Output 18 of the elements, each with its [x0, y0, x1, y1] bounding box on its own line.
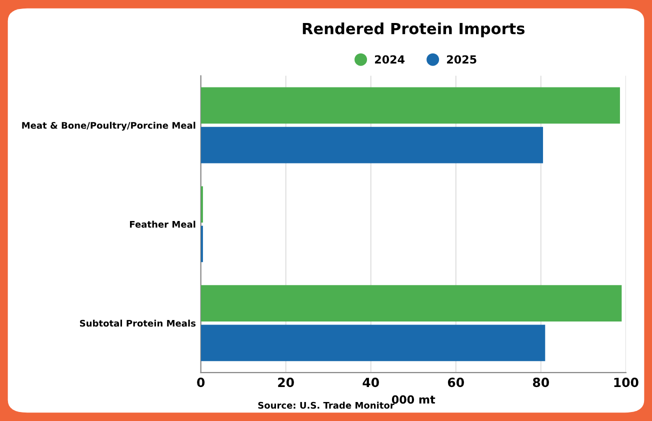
chart-title: Rendered Protein Imports: [302, 22, 525, 38]
legend-label: 2024: [374, 55, 405, 64]
x-tick-label: 60: [448, 378, 464, 388]
bar: [200, 87, 620, 124]
bar: [200, 285, 622, 322]
x-tick-label: 20: [278, 378, 294, 388]
x-axis-title: 000 mt: [392, 395, 436, 404]
x-tick-label: 0: [197, 378, 205, 388]
x-tick-label: 40: [362, 378, 379, 388]
x-tick-label: 100: [614, 378, 638, 388]
bar: [200, 324, 546, 362]
y-tick-label: Subtotal Protein Meals: [80, 320, 196, 327]
legend-label: 2025: [447, 55, 476, 64]
source-note: Source: U.S. Trade Monitor: [258, 402, 394, 409]
bar: [200, 126, 544, 164]
y-tick-label: Meat & Bone/Poultry/Porcine Meal: [22, 122, 196, 131]
x-tick-label: 80: [532, 378, 549, 388]
y-tick-label: Feather Meal: [130, 220, 196, 228]
